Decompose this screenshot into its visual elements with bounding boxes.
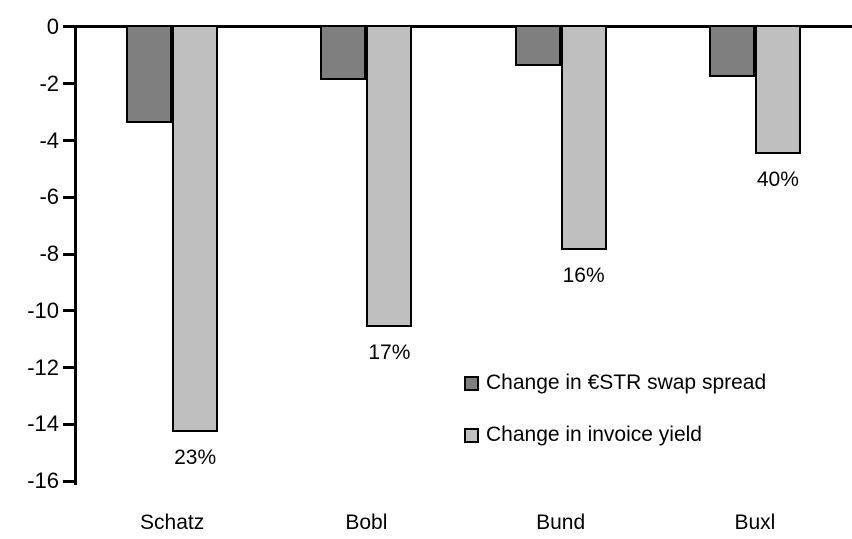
y-tick-mark (63, 479, 74, 483)
legend-item-swap-spread: Change in €STR swap spread (464, 371, 766, 395)
bar-value-label: 17% (368, 340, 411, 364)
bar-invoice-yield-bobl (366, 25, 413, 327)
y-tick-label: -12 (27, 354, 59, 380)
y-axis-line (74, 25, 77, 485)
legend-item-invoice-yield: Change in invoice yield (464, 423, 702, 447)
y-tick-mark (63, 422, 74, 426)
y-tick-label: -4 (39, 127, 59, 153)
x-category-label-buxl: Buxl (734, 511, 776, 534)
y-tick-mark (63, 366, 74, 369)
bar-invoice-yield-bund (560, 25, 607, 251)
y-tick-mark (63, 252, 74, 256)
bar-swap-spread-bobl (320, 25, 367, 81)
bar-invoice-yield-buxl (754, 25, 801, 154)
bar-swap-spread-bund (514, 25, 561, 66)
bar-swap-spread-schatz (126, 25, 173, 123)
y-tick-label: -8 (39, 241, 59, 266)
legend-label-invoice-yield: Change in invoice yield (486, 423, 702, 446)
y-tick-label: -10 (27, 297, 59, 323)
y-tick-mark (63, 139, 74, 142)
bar-value-label: 40% (756, 167, 799, 191)
y-tick-label: 0 (46, 14, 59, 39)
bar-invoice-yield-schatz (172, 25, 219, 432)
y-tick-mark (63, 82, 74, 86)
legend-swatch-swap-spread-icon (464, 375, 479, 391)
y-tick-label: -14 (27, 411, 59, 437)
bar-value-label: 16% (562, 264, 605, 288)
bar-swap-spread-buxl (708, 25, 755, 78)
y-tick-mark (63, 195, 74, 199)
x-category-label-bund: Bund (536, 511, 586, 534)
y-tick-label: -16 (27, 468, 59, 493)
legend-swatch-invoice-yield-icon (464, 427, 479, 443)
x-category-label-bobl: Bobl (345, 511, 388, 534)
bar-value-label: 23% (174, 445, 217, 469)
y-tick-label: -6 (39, 184, 59, 210)
legend-label-swap-spread: Change in €STR swap spread (486, 371, 767, 394)
x-category-label-schatz: Schatz (140, 511, 205, 534)
x-axis-zero-line (63, 25, 852, 28)
y-tick-mark (63, 309, 74, 313)
y-tick-label: -2 (39, 70, 59, 96)
